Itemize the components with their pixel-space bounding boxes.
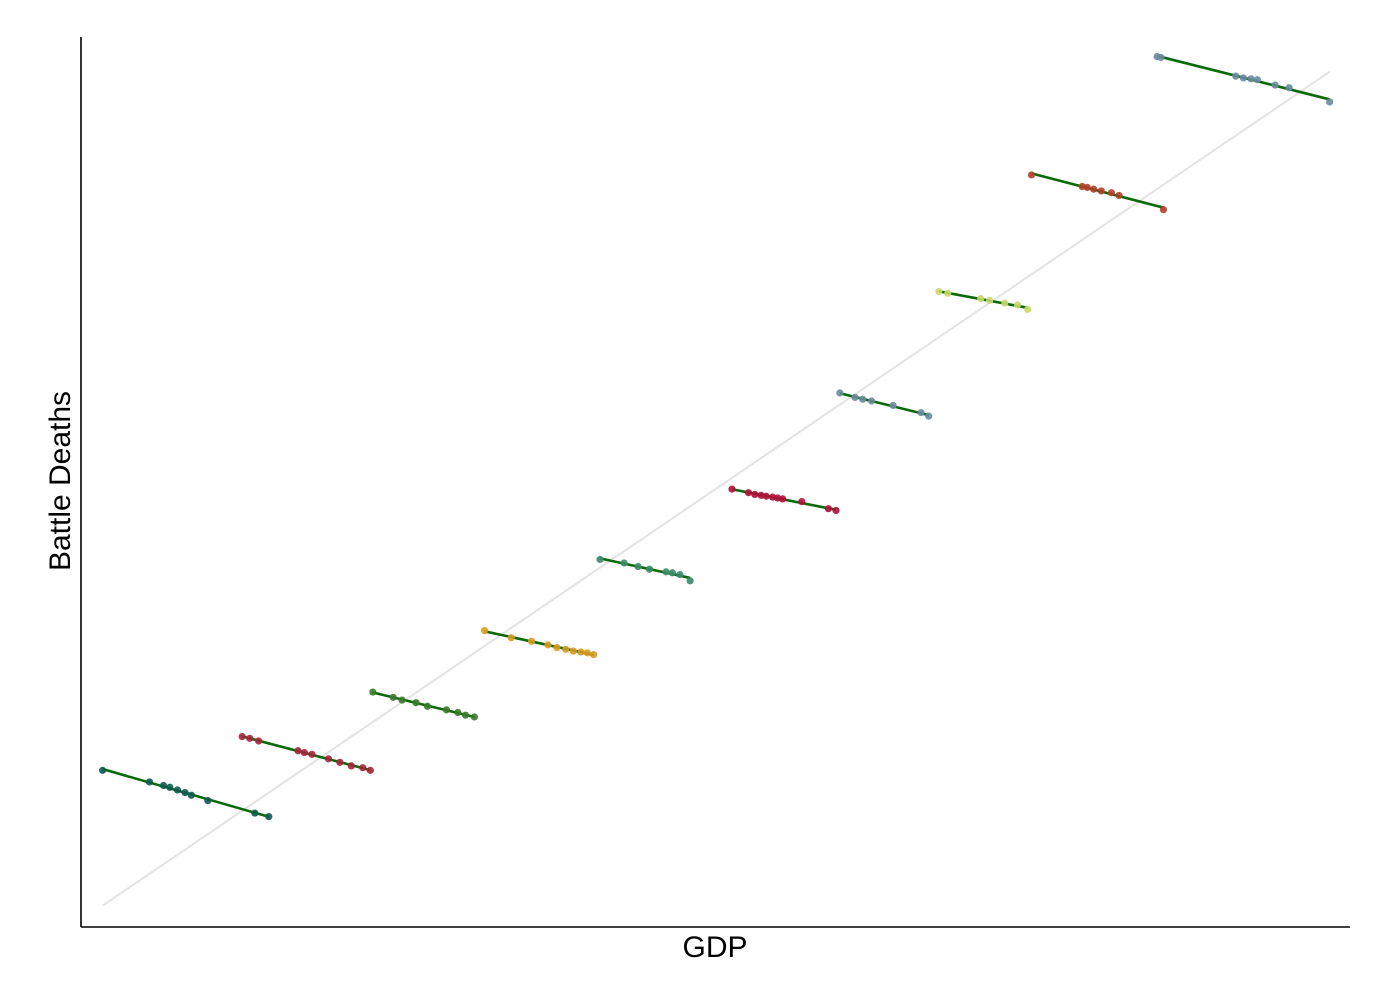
data-point-g8-1 — [935, 287, 943, 296]
data-point-g1-3 — [159, 781, 168, 790]
data-point-g8-2 — [944, 289, 952, 297]
data-point-g4-3 — [527, 637, 536, 645]
data-point-g3-8 — [461, 711, 470, 719]
data-point-g5-7 — [676, 570, 684, 579]
data-point-g2-2 — [246, 734, 254, 742]
data-point-g9-1 — [1027, 171, 1036, 179]
data-point-g3-6 — [442, 706, 451, 714]
data-point-g4-6 — [562, 645, 570, 653]
data-point-g4-8 — [577, 648, 585, 656]
data-point-g9-4 — [1090, 185, 1098, 193]
data-point-g4-4 — [544, 641, 552, 649]
data-point-g7-3 — [859, 395, 867, 403]
data-point-g6-10 — [824, 505, 833, 513]
data-point-g2-11 — [366, 766, 374, 774]
data-point-g5-6 — [668, 569, 676, 577]
data-point-g10-7 — [1271, 81, 1279, 89]
data-point-g8-5 — [1001, 299, 1009, 307]
data-point-g3-9 — [470, 713, 478, 721]
data-point-g7-2 — [851, 393, 859, 402]
data-point-g3-5 — [423, 702, 432, 710]
data-point-g2-4 — [294, 747, 302, 755]
data-point-g1-7 — [187, 791, 196, 799]
data-point-g2-9 — [347, 762, 355, 770]
data-point-g5-5 — [662, 568, 670, 576]
data-point-g8-3 — [977, 295, 985, 303]
data-point-g6-2 — [744, 489, 753, 497]
overall-trend-layer — [102, 70, 1331, 907]
data-point-g1-5 — [173, 786, 182, 794]
data-point-g7-7 — [925, 412, 933, 420]
data-point-g2-8 — [336, 758, 344, 766]
data-point-g7-5 — [889, 401, 897, 410]
data-point-g4-1 — [480, 627, 489, 635]
data-point-g8-4 — [986, 296, 994, 305]
group-fit-line-9 — [1031, 172, 1164, 209]
data-point-g2-1 — [238, 732, 246, 741]
data-point-g3-2 — [389, 693, 397, 701]
data-point-g9-5 — [1097, 187, 1105, 195]
data-point-g3-4 — [412, 699, 420, 707]
data-point-g10-4 — [1239, 74, 1248, 82]
data-point-g8-7 — [1024, 305, 1032, 313]
data-point-g4-5 — [553, 643, 561, 652]
data-point-g5-3 — [634, 562, 642, 571]
data-point-g9-7 — [1115, 191, 1123, 200]
data-point-g7-1 — [836, 389, 844, 397]
data-point-g6-9 — [798, 497, 806, 506]
data-point-g3-3 — [398, 696, 406, 704]
data-point-g1-9 — [251, 809, 259, 817]
data-point-g4-9 — [583, 649, 591, 657]
data-point-g9-6 — [1107, 189, 1116, 197]
data-point-g1-2 — [145, 778, 154, 786]
data-point-g6-11 — [832, 506, 840, 515]
y-axis-title: Battle Deaths — [44, 391, 77, 571]
data-point-g2-10 — [359, 764, 367, 772]
data-point-g10-3 — [1232, 72, 1240, 80]
data-point-g2-5 — [300, 748, 308, 757]
x-axis-title: GDP — [682, 931, 747, 964]
data-point-g3-7 — [454, 708, 462, 717]
data-point-g5-1 — [596, 555, 604, 564]
data-point-g10-9 — [1326, 98, 1334, 106]
data-point-g10-2 — [1157, 53, 1165, 62]
data-point-g10-8 — [1285, 84, 1293, 92]
data-point-g6-3 — [751, 490, 759, 499]
group-fit-layer — [102, 54, 1331, 819]
overall-trend-line — [102, 70, 1331, 907]
data-point-g7-6 — [917, 408, 925, 417]
data-point-g1-8 — [204, 797, 212, 805]
data-point-g1-10 — [265, 813, 273, 821]
data-point-g4-2 — [507, 634, 515, 642]
data-point-g1-6 — [181, 789, 189, 797]
data-point-g7-4 — [867, 397, 876, 405]
data-point-g10-5 — [1247, 75, 1255, 83]
data-point-g9-3 — [1083, 183, 1091, 192]
data-point-g1-4 — [166, 783, 174, 791]
data-point-layer — [98, 52, 1334, 821]
data-point-g2-6 — [308, 750, 316, 758]
data-point-g4-10 — [590, 651, 598, 659]
data-point-g10-6 — [1253, 76, 1261, 84]
data-point-g6-5 — [762, 492, 770, 500]
data-point-g5-8 — [686, 577, 694, 585]
data-point-g9-8 — [1159, 206, 1168, 214]
data-point-g6-8 — [779, 495, 787, 503]
data-point-g5-2 — [620, 559, 628, 567]
data-point-g5-4 — [645, 565, 654, 573]
data-point-g3-1 — [369, 688, 377, 696]
data-point-g2-7 — [324, 755, 333, 763]
data-point-g4-7 — [569, 647, 577, 655]
data-point-g6-1 — [728, 485, 736, 493]
data-point-g2-3 — [255, 737, 263, 745]
data-point-g1-1 — [98, 766, 107, 774]
group-fit-line-4 — [484, 630, 594, 657]
data-point-g8-6 — [1013, 301, 1022, 309]
